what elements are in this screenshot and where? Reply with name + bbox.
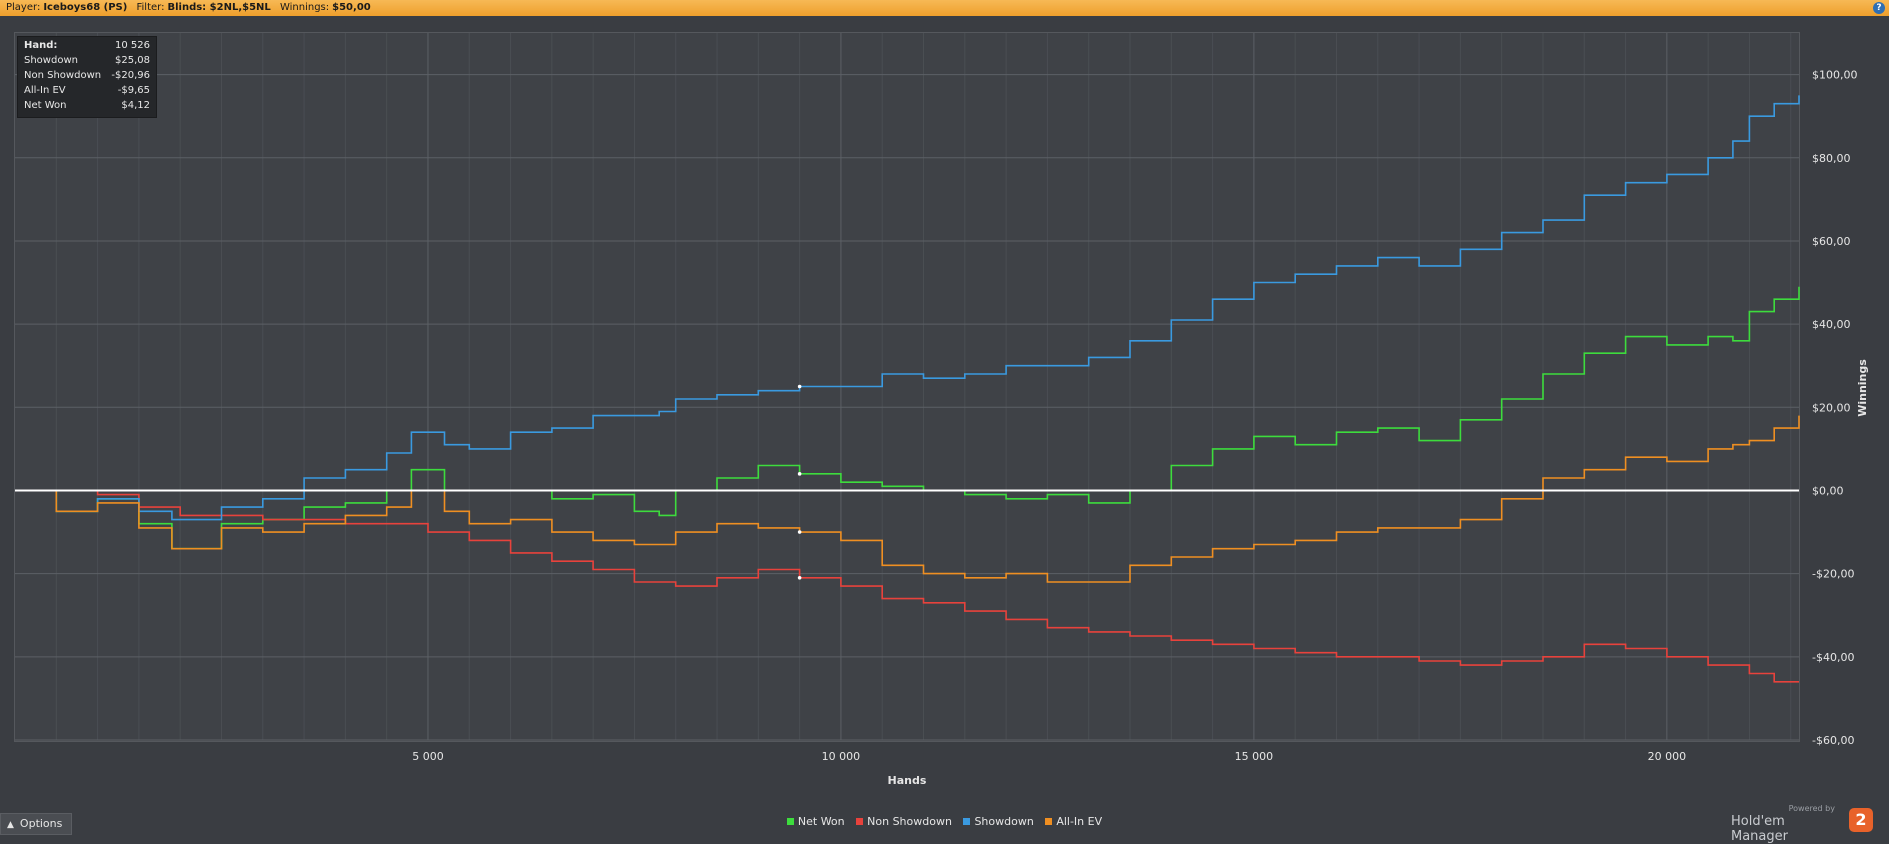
stat-value: $4,12 <box>121 100 150 111</box>
y-tick-label: $80,00 <box>1812 152 1851 165</box>
series-line-showdown <box>15 95 1800 521</box>
legend-label: Showdown <box>974 815 1034 828</box>
stat-label: All-In EV <box>24 85 66 96</box>
stats-overlay: Hand: 10 526 Showdown $25,08 Non Showdow… <box>17 36 157 118</box>
legend-swatch <box>786 818 794 825</box>
filter-label: Filter: <box>136 2 165 13</box>
x-tick-label: 15 000 <box>1235 750 1274 763</box>
legend-label: All-In EV <box>1056 815 1103 828</box>
cursor-point <box>797 472 802 476</box>
legend-swatch <box>963 818 971 825</box>
series-line-all-in-ev <box>15 415 1800 583</box>
stat-label: Net Won <box>24 100 67 111</box>
cursor-markers <box>797 384 802 580</box>
powered-by-text: Powered by <box>1788 804 1835 813</box>
legend-swatch <box>856 818 864 825</box>
legend-swatch <box>1045 818 1053 825</box>
y-tick-label: -$20,00 <box>1812 568 1854 581</box>
filter-value: Blinds: $2NL,$5NL <box>167 2 271 13</box>
y-tick-label: $100,00 <box>1812 69 1858 82</box>
stat-row-hand: Hand: 10 526 <box>24 39 150 53</box>
series-line-non-showdown <box>15 489 1799 683</box>
y-tick-label: -$40,00 <box>1812 651 1854 664</box>
legend-label: Net Won <box>797 815 845 828</box>
legend-item-all-in-ev[interactable]: All-In EV <box>1045 815 1102 828</box>
stat-label: Non Showdown <box>24 70 102 81</box>
options-label: Options <box>19 817 63 830</box>
y-tick-label: $20,00 <box>1812 401 1851 414</box>
legend-item-showdown[interactable]: Showdown <box>963 815 1034 828</box>
x-tick-label: 20 000 <box>1648 750 1687 763</box>
winnings-chart[interactable]: -$60,00 -$40,00 -$20,00 $0,00 $20,00 $40,00 $6… <box>0 0 1889 800</box>
stat-row-showdown: Showdown $25,08 <box>24 54 150 68</box>
series-lines <box>15 95 1800 683</box>
stat-label: Showdown <box>24 55 78 66</box>
stat-label: Hand: <box>24 40 58 51</box>
winnings-label: Winnings: <box>279 2 330 13</box>
x-tick-label: 10 000 <box>822 750 861 763</box>
stat-value: -$9,65 <box>117 85 150 96</box>
plot-panel <box>14 32 1800 742</box>
legend-label: Non Showdown <box>867 815 952 828</box>
y-axis-label: Winnings <box>1856 359 1869 417</box>
y-tick-label: -$60,00 <box>1812 734 1854 747</box>
chevron-up-icon: ▲ <box>7 820 14 830</box>
y-tick-label: $40,00 <box>1812 318 1851 331</box>
stat-row-net-won: Net Won $4,12 <box>24 99 150 113</box>
y-tick-label: $0,00 <box>1812 484 1844 497</box>
player-label: Player: <box>6 2 41 13</box>
options-button[interactable]: ▲ Options <box>0 813 72 835</box>
stat-value: 10 526 <box>115 40 150 51</box>
stat-row-non-showdown: Non Showdown -$20,96 <box>24 69 150 83</box>
winnings-value: $50,00 <box>332 2 371 13</box>
brand-name: Hold'em Manager <box>1731 814 1788 844</box>
stat-row-all-in-ev: All-In EV -$9,65 <box>24 84 150 98</box>
brand-logo-area: Powered by Hold'em Manager 2 <box>1731 804 1881 844</box>
x-tick-labels: 5 000 10 000 15 000 20 000 <box>412 750 1686 763</box>
x-tick-label: 5 000 <box>412 750 444 763</box>
grid-lines <box>15 33 1799 741</box>
stat-value: -$20,96 <box>111 70 150 81</box>
legend-item-non-showdown[interactable]: Non Showdown <box>856 815 952 828</box>
cursor-point <box>797 530 802 534</box>
chart-legend: Net Won Non Showdown Showdown All-In EV <box>0 815 1889 829</box>
x-axis-label: Hands <box>888 774 927 787</box>
cursor-point <box>797 384 802 389</box>
player-value: Iceboys68 (PS) <box>43 2 128 13</box>
cursor-point <box>797 576 802 580</box>
title-bar: Player: Iceboys68 (PS) Filter: Blinds: $2N… <box>0 0 1889 16</box>
stat-value: $25,08 <box>115 55 150 66</box>
y-tick-labels: -$60,00 -$40,00 -$20,00 $0,00 $20,00 $40,00 $6… <box>1812 69 1858 747</box>
hm2-logo-icon: 2 <box>1849 808 1873 832</box>
series-line-net-won <box>15 286 1800 550</box>
help-icon[interactable]: ? <box>1873 2 1885 14</box>
y-tick-label: $60,00 <box>1812 235 1851 248</box>
legend-item-net-won[interactable]: Net Won <box>786 815 845 828</box>
